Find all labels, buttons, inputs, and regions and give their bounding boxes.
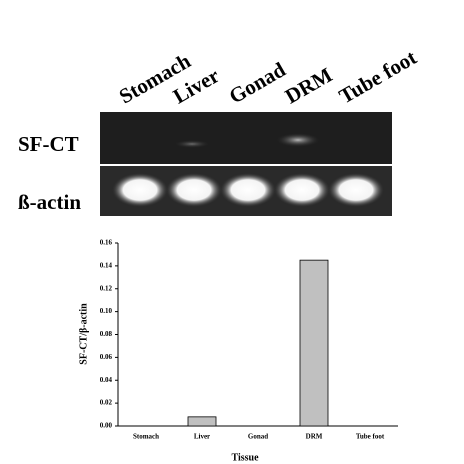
gel-row: [100, 112, 392, 164]
gel-band: [328, 173, 384, 207]
gel-band: [112, 173, 168, 207]
bar: [187, 416, 217, 427]
y-axis-label: SF-CT/β-actin: [78, 303, 89, 365]
y-tick-label: 0.00: [100, 422, 113, 430]
x-tick-label: Gonad: [248, 433, 268, 441]
y-tick-label: 0.16: [100, 239, 113, 247]
y-tick-label: 0.02: [100, 399, 113, 407]
gel-band: [274, 173, 330, 207]
gel-band: [166, 173, 222, 207]
bar: [299, 259, 329, 427]
gel: SF-CT ß-actin: [18, 112, 392, 216]
x-tick-label: Liver: [194, 433, 210, 441]
gel-row-label: ß-actin: [18, 190, 81, 214]
gel-band: [220, 173, 276, 207]
y-tick-label: 0.08: [100, 330, 113, 338]
x-tick-label: Stomach: [133, 433, 159, 441]
x-tick-label: Tube foot: [356, 433, 385, 441]
x-tick-label: DRM: [306, 433, 323, 441]
y-tick-label: 0.14: [100, 261, 113, 269]
lane-label: Gonad: [225, 57, 290, 108]
gel-band: [174, 140, 210, 148]
y-tick-label: 0.04: [100, 376, 113, 384]
x-axis-label: Tissue: [231, 452, 259, 463]
lane-label: Tube foot: [335, 45, 421, 108]
lane-label: DRM: [281, 63, 337, 109]
y-tick-label: 0.06: [100, 353, 113, 361]
y-tick-label: 0.12: [100, 284, 113, 292]
gel-band: [276, 133, 320, 147]
gel-row-label: SF-CT: [18, 132, 79, 156]
y-tick-label: 0.10: [100, 307, 113, 315]
